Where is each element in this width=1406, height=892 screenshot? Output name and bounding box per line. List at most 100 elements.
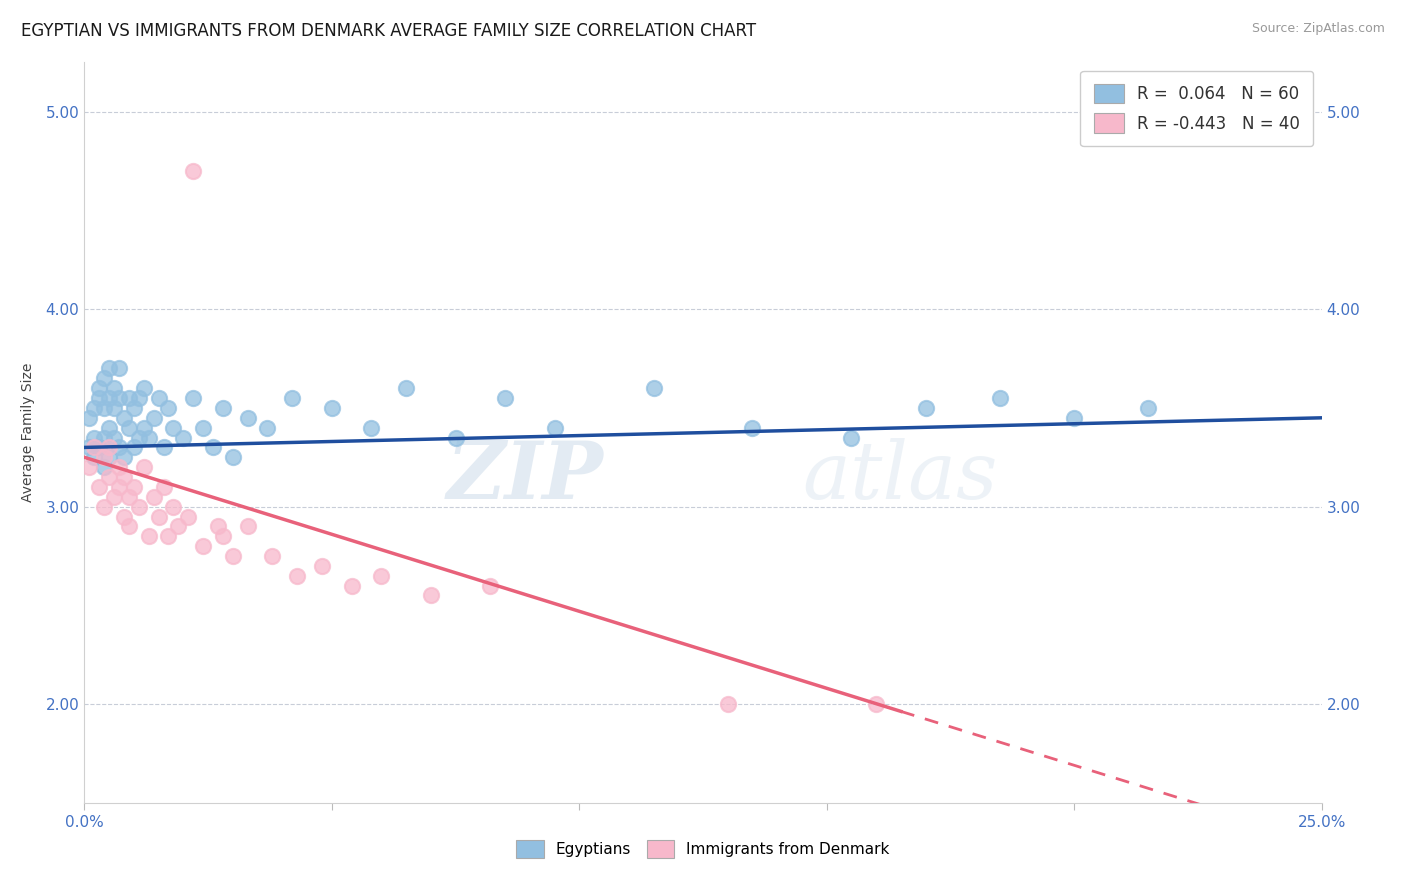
- Point: [98, 420, 121, 434]
- Point: [93, 431, 115, 445]
- Point: [132, 420, 155, 434]
- Point: [98, 391, 121, 405]
- Point: [93, 371, 115, 385]
- Point: [122, 441, 145, 455]
- Legend: Egyptians, Immigrants from Denmark: Egyptians, Immigrants from Denmark: [509, 832, 897, 865]
- Point: [191, 420, 214, 434]
- Point: [138, 431, 160, 445]
- Point: [103, 431, 125, 445]
- Point: [191, 539, 214, 553]
- Point: [98, 441, 121, 455]
- Point: [212, 529, 235, 543]
- Point: [132, 381, 155, 395]
- Point: [112, 410, 135, 425]
- Point: [262, 549, 284, 563]
- Point: [79, 441, 101, 455]
- Point: [98, 470, 121, 484]
- Point: [112, 450, 135, 465]
- Point: [152, 441, 174, 455]
- Point: [167, 519, 190, 533]
- Point: [103, 490, 125, 504]
- Point: [841, 431, 863, 445]
- Point: [865, 697, 887, 711]
- Point: [128, 391, 150, 405]
- Point: [321, 401, 343, 415]
- Point: [103, 381, 125, 395]
- Point: [370, 568, 392, 582]
- Point: [717, 697, 740, 711]
- Point: [108, 391, 131, 405]
- Point: [108, 460, 131, 475]
- Point: [128, 431, 150, 445]
- Point: [98, 450, 121, 465]
- Point: [108, 480, 131, 494]
- Point: [256, 420, 278, 434]
- Point: [108, 441, 131, 455]
- Point: [83, 431, 105, 445]
- Point: [222, 549, 245, 563]
- Point: [1063, 410, 1085, 425]
- Point: [236, 410, 259, 425]
- Point: [138, 529, 160, 543]
- Point: [1137, 401, 1160, 415]
- Point: [494, 391, 516, 405]
- Point: [89, 441, 111, 455]
- Text: Source: ZipAtlas.com: Source: ZipAtlas.com: [1251, 22, 1385, 36]
- Point: [444, 431, 467, 445]
- Point: [118, 420, 141, 434]
- Point: [93, 500, 115, 514]
- Point: [148, 391, 170, 405]
- Point: [152, 480, 174, 494]
- Point: [118, 490, 141, 504]
- Point: [142, 490, 165, 504]
- Point: [311, 558, 333, 573]
- Y-axis label: Average Family Size: Average Family Size: [21, 363, 35, 502]
- Point: [162, 420, 184, 434]
- Point: [181, 164, 204, 178]
- Point: [89, 381, 111, 395]
- Point: [395, 381, 418, 395]
- Point: [741, 420, 763, 434]
- Point: [172, 431, 194, 445]
- Point: [157, 401, 180, 415]
- Point: [222, 450, 245, 465]
- Point: [236, 519, 259, 533]
- Point: [93, 401, 115, 415]
- Point: [98, 361, 121, 376]
- Point: [112, 470, 135, 484]
- Point: [89, 480, 111, 494]
- Point: [281, 391, 304, 405]
- Point: [212, 401, 235, 415]
- Point: [643, 381, 665, 395]
- Point: [162, 500, 184, 514]
- Point: [103, 401, 125, 415]
- Point: [914, 401, 936, 415]
- Point: [988, 391, 1011, 405]
- Point: [122, 480, 145, 494]
- Point: [181, 391, 204, 405]
- Point: [93, 460, 115, 475]
- Point: [89, 391, 111, 405]
- Point: [128, 500, 150, 514]
- Point: [122, 401, 145, 415]
- Point: [479, 579, 502, 593]
- Point: [83, 401, 105, 415]
- Point: [177, 509, 200, 524]
- Point: [340, 579, 363, 593]
- Point: [419, 589, 441, 603]
- Point: [285, 568, 308, 582]
- Text: EGYPTIAN VS IMMIGRANTS FROM DENMARK AVERAGE FAMILY SIZE CORRELATION CHART: EGYPTIAN VS IMMIGRANTS FROM DENMARK AVER…: [21, 22, 756, 40]
- Point: [93, 450, 115, 465]
- Point: [108, 361, 131, 376]
- Point: [360, 420, 382, 434]
- Text: atlas: atlas: [801, 438, 997, 516]
- Point: [118, 391, 141, 405]
- Point: [142, 410, 165, 425]
- Point: [79, 410, 101, 425]
- Point: [83, 450, 105, 465]
- Point: [543, 420, 565, 434]
- Point: [202, 441, 225, 455]
- Text: ZIP: ZIP: [447, 438, 605, 516]
- Point: [148, 509, 170, 524]
- Point: [79, 460, 101, 475]
